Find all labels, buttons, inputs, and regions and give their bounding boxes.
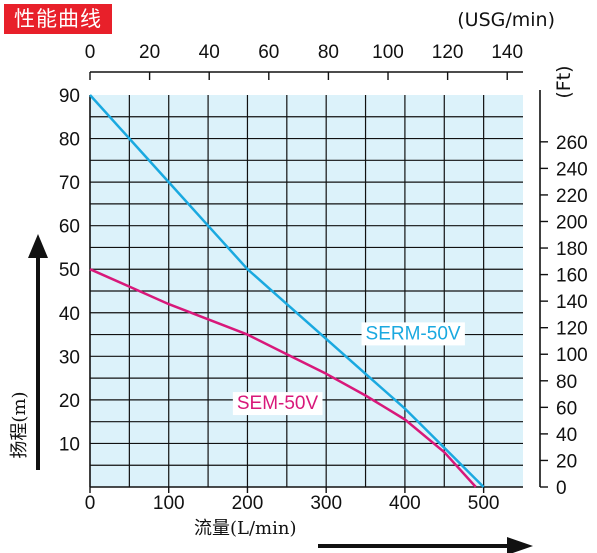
top-tick-label: 60 [258,42,279,63]
series-line-serm-50v [89,94,485,488]
top-tick-label: 40 [199,42,220,63]
series-label-serm-50v: SERM-50V [366,323,461,344]
right-tick-label: 220 [556,186,588,207]
series-line-sem-50v [89,268,477,488]
y-direction-arrow [28,234,48,470]
top-tick-label: 0 [85,42,96,63]
right-tick-label: 100 [556,345,588,366]
top-tick-label: 100 [372,42,404,63]
top-tick-label: 120 [432,42,464,63]
right-tick-label: 20 [556,451,577,472]
x-axis-title: 流量(L/min) [194,518,296,539]
right-tick-label: 60 [556,398,577,419]
right-tick-label: 240 [556,159,588,180]
series-lines: SERM-50V SEM-50V [89,94,485,488]
left-tick-label: 90 [59,86,80,107]
top-tick-label: 80 [318,42,339,63]
right-tick-label: 140 [556,292,588,313]
grid-lines [90,95,523,487]
left-tick-label: 70 [59,173,80,194]
bottom-tick-label: 300 [310,493,342,514]
x-direction-arrow [318,537,533,553]
y-axis-title: 扬程(m) [9,391,30,458]
series-label-sem-50v: SEM-50V [237,393,319,414]
right-tick-label: 120 [556,319,588,340]
right-tick-label: 200 [556,212,588,233]
right-tick-label: 0 [556,478,567,499]
top-axis-title: (USG/min) [457,9,555,31]
left-tick-label: 40 [59,304,80,325]
left-tick-label: 80 [59,130,80,151]
right-axis-ticks: 0 20 40 60 80 100 120 140 160 180 200 220 240 260 [540,133,588,499]
right-tick-label: 160 [556,266,588,287]
bottom-tick-label: 200 [232,493,264,514]
left-tick-label: 50 [59,260,80,281]
bottom-axis-ticks: 0 100 200 300 400 500 [85,487,500,514]
series-label-background [232,392,323,416]
right-axis-title: (Ft) [553,65,575,98]
right-tick-label: 80 [556,372,577,393]
top-tick-label: 140 [491,42,523,63]
top-axis-ticks: 0 20 40 60 80 100 120 140 [85,42,523,80]
left-tick-label: 20 [59,391,80,412]
bottom-tick-label: 100 [153,493,185,514]
series-label-background [361,322,465,346]
right-tick-label: 40 [556,425,577,446]
left-tick-label: 60 [59,217,80,238]
left-axis-ticks: 10 20 30 40 50 60 70 80 90 [59,86,80,455]
right-tick-label: 180 [556,239,588,260]
chart-title: 性能曲线 [4,4,112,34]
left-tick-label: 10 [59,434,80,455]
right-tick-label: 260 [556,133,588,154]
top-tick-label: 20 [139,42,160,63]
bottom-tick-label: 400 [389,493,421,514]
axes [89,71,541,488]
left-tick-label: 30 [59,347,80,368]
bottom-tick-label: 0 [85,493,96,514]
bottom-tick-label: 500 [468,493,500,514]
